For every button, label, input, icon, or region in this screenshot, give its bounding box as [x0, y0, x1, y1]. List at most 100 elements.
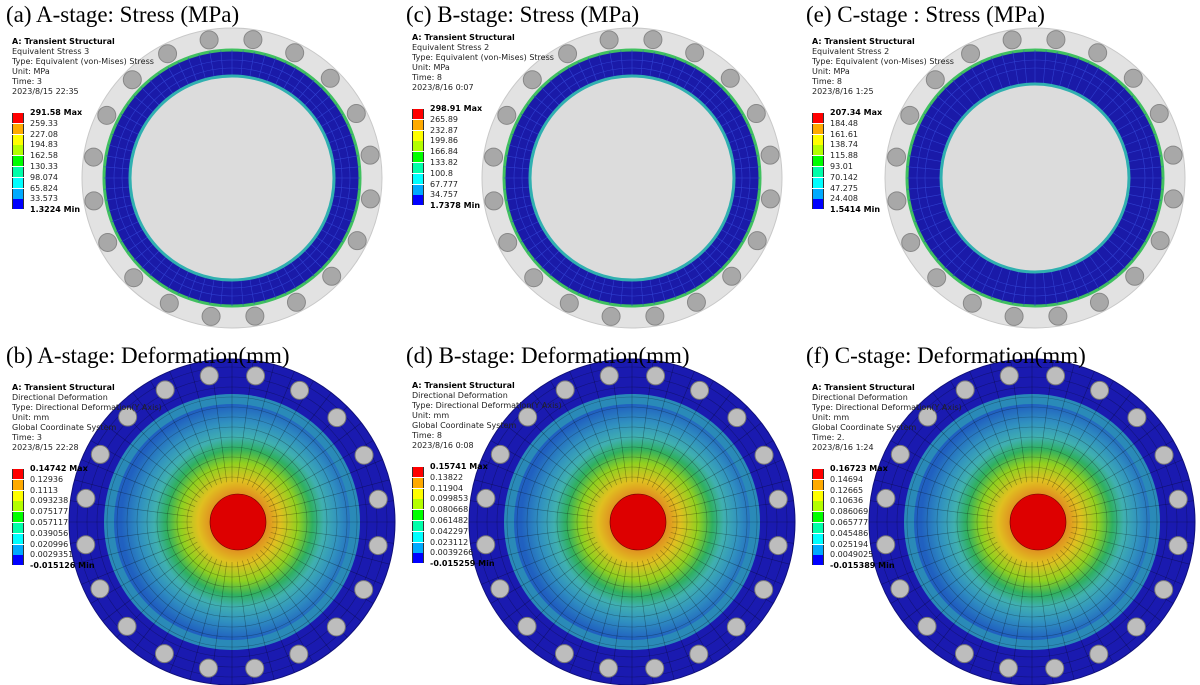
legend-max: 0.16723 Max: [830, 464, 888, 473]
result-header: A: Transient Structural Directional Defor…: [412, 381, 562, 451]
mesh-line: [1059, 54, 1069, 88]
mesh-line: [282, 66, 297, 90]
mesh-line: [1127, 194, 1162, 201]
mesh-line: [682, 66, 697, 90]
mesh-line: [1081, 259, 1100, 290]
mesh-line: [923, 224, 954, 243]
mesh-line: [141, 249, 161, 269]
mesh-line: [156, 446, 308, 598]
mesh-line: [481, 459, 596, 507]
mesh-line: [576, 466, 688, 578]
mesh-line: [1095, 79, 1118, 107]
header-line: Unit: MPa: [12, 67, 50, 76]
mesh-line: [146, 436, 318, 608]
mesh-line: [1056, 553, 1132, 652]
header-line: Type: Equivalent (von-Mises) Stress: [412, 53, 554, 62]
result-header: A: Transient Structural Directional Defor…: [812, 383, 962, 453]
mesh-line: [526, 104, 549, 120]
mesh-line: [663, 546, 762, 622]
mesh-line: [566, 456, 698, 588]
mesh-line: [511, 133, 537, 144]
stress-contour-plot: [81, 27, 383, 329]
mesh-line: [697, 255, 715, 277]
mesh-line: [320, 113, 344, 128]
bolt-hole: [327, 408, 347, 428]
legend-level: 93.01: [830, 162, 853, 171]
mesh-line: [567, 266, 582, 290]
mesh-line: [126, 416, 338, 628]
mesh-line: [474, 479, 594, 512]
mesh-line: [327, 133, 353, 144]
mesh-line: [116, 406, 348, 638]
legend-swatch: [412, 488, 424, 499]
header-line: Equivalent Stress 2: [412, 43, 490, 52]
mesh-line: [270, 532, 390, 565]
mesh-line: [266, 57, 277, 83]
legend-swatch: [812, 145, 824, 156]
bolt-hole: [1089, 292, 1109, 312]
mesh-line: [132, 392, 208, 491]
mesh-line: [929, 104, 959, 125]
mesh-line: [198, 54, 206, 80]
header-line: A: Transient Structural: [12, 383, 115, 392]
header-line: A: Transient Structural: [12, 37, 115, 46]
mesh-line: [926, 416, 1138, 628]
mesh-line: [1106, 95, 1134, 118]
legend-swatch: [412, 531, 424, 542]
panel-deform: (b) A-stage: Deformation(mm) A: Transient…: [0, 343, 400, 685]
result-header: A: Transient Structural Equivalent Stress…: [12, 37, 154, 97]
mesh-line: [258, 54, 266, 80]
legend-swatch: [412, 542, 424, 553]
mesh-line: [730, 204, 756, 212]
mesh-line: [990, 57, 1004, 90]
mesh-line: [186, 476, 278, 568]
legend-level: 0.10636: [830, 496, 864, 506]
mesh-line: [932, 392, 1008, 491]
mesh-line: [1123, 209, 1156, 223]
mesh-line: [115, 123, 140, 136]
bolt-hole: [322, 266, 342, 286]
mesh-line: [108, 204, 134, 212]
mesh-line: [189, 364, 222, 484]
bolt-hole: [1089, 644, 1109, 664]
mesh-line: [709, 243, 731, 261]
bolt-hole: [155, 380, 175, 400]
mesh-line: [247, 371, 295, 486]
bolt-hole: [320, 68, 340, 88]
panel-title: (c) B-stage: Stress (MPa): [406, 2, 640, 27]
bolt-hole: [599, 30, 619, 50]
mesh-line: [1074, 263, 1090, 295]
mesh-line: [1066, 266, 1080, 299]
mesh-line: [902, 422, 1001, 498]
mesh-line: [589, 560, 622, 680]
legend-max: 0.15741 Max: [430, 462, 488, 471]
mesh-line: [256, 553, 332, 652]
mesh-line: [732, 155, 759, 161]
mesh-line: [332, 195, 359, 201]
header-line: 2023/8/16 0:08: [412, 441, 474, 450]
mesh-line: [1012, 270, 1019, 305]
mesh-line: [1051, 270, 1058, 305]
legend-level: 0.045486: [830, 528, 869, 538]
mesh-line: [976, 466, 1088, 578]
header-line: 2023/8/15 22:35: [12, 87, 79, 96]
mesh-line: [647, 371, 695, 486]
mesh-line: [333, 166, 360, 170]
bore: [528, 74, 736, 282]
mesh-line: [1106, 238, 1134, 261]
header-line: A: Transient Structural: [812, 37, 915, 46]
bolt-hole: [285, 43, 305, 63]
legend-level: 65.824: [30, 183, 58, 193]
mesh-line: [105, 155, 132, 161]
bolt-hole: [201, 306, 221, 326]
header-line: Time: 8: [812, 77, 842, 86]
header-line: A: Transient Structural: [412, 381, 515, 390]
legend-swatch: [12, 479, 24, 490]
mesh-line: [902, 546, 1001, 622]
legend-swatch: [12, 555, 24, 566]
legend-min: 1.7378 Min: [430, 201, 481, 211]
mesh-line: [1056, 392, 1132, 491]
mesh-line: [733, 186, 760, 190]
header-line: Global Coordinate System: [412, 421, 517, 430]
mesh-line: [1123, 133, 1156, 147]
